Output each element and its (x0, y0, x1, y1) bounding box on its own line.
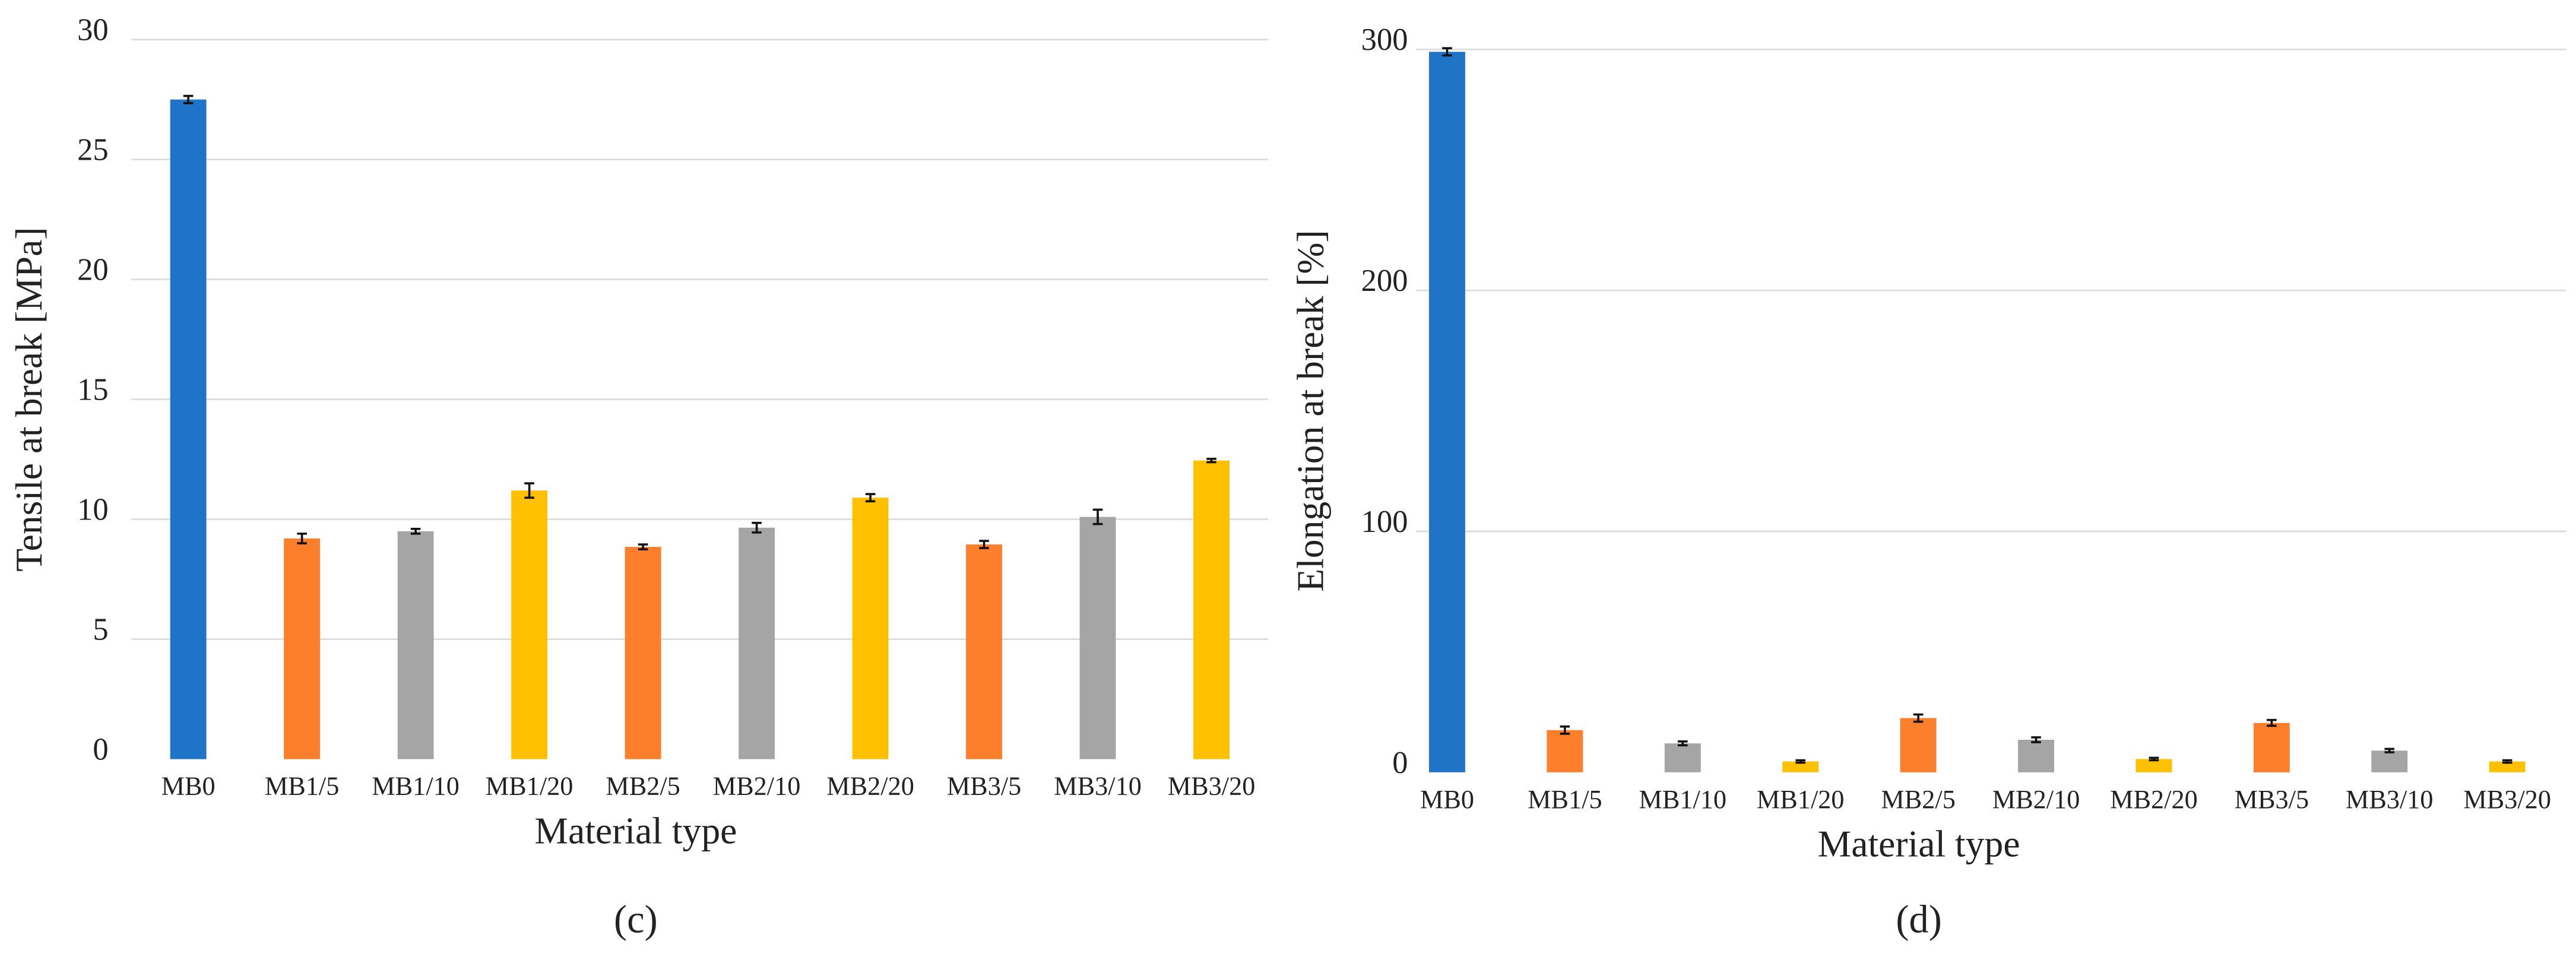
bar (1900, 718, 1937, 772)
bar (1547, 730, 1583, 772)
bar (966, 544, 1003, 759)
error-bar (1560, 725, 1570, 735)
error-bar (1442, 47, 1452, 57)
y-tick-label: 25 (77, 133, 109, 167)
bar (625, 547, 661, 759)
x-tick-label: MB1/10 (372, 772, 460, 801)
y-tick-label: 5 (93, 613, 108, 647)
error-bar (1913, 713, 1924, 723)
error-bar (638, 543, 648, 550)
error-bar (2502, 759, 2512, 764)
bar (1664, 743, 1701, 772)
y-tick-label: 15 (77, 373, 109, 407)
bar (852, 498, 889, 759)
x-tick-label: MB1/20 (486, 772, 573, 801)
bar (1429, 52, 1465, 772)
error-bar (1092, 508, 1103, 525)
error-bar (2031, 736, 2041, 743)
bar (170, 99, 207, 759)
x-axis-title: Material type (534, 810, 737, 852)
x-tick-label: MB1/5 (265, 772, 339, 801)
y-tick-label: 0 (93, 733, 108, 767)
y-tick-label: 300 (1361, 23, 1408, 57)
panel-label: (c) (614, 898, 658, 942)
bar (2135, 759, 2172, 772)
bar (1193, 460, 1230, 759)
x-tick-label: MB2/10 (1992, 785, 2080, 814)
x-tick-label: MB3/10 (2346, 785, 2434, 814)
y-axis-title: Tensile at break [MPa] (8, 227, 50, 571)
y-axis-title: Elongation at break [%] (1289, 230, 1331, 592)
bar (511, 490, 548, 759)
error-bar (752, 521, 762, 534)
x-tick-label: MB0 (1420, 785, 1474, 814)
y-tick-label: 200 (1361, 264, 1408, 298)
x-tick-label: MB3/10 (1054, 772, 1142, 801)
y-tick-label: 100 (1361, 505, 1408, 539)
bar (2253, 723, 2290, 772)
bar (2371, 750, 2408, 772)
error-bar (979, 540, 989, 549)
bar (397, 531, 434, 759)
error-bar (297, 533, 307, 544)
bar (2018, 740, 2054, 772)
bar (1782, 761, 1819, 772)
error-bar (865, 493, 876, 503)
error-bar (524, 482, 534, 499)
x-tick-label: MB0 (161, 772, 216, 801)
error-bar (2384, 747, 2395, 753)
bar (284, 538, 321, 759)
error-bar (1678, 740, 1688, 747)
x-tick-label: MB1/5 (1528, 785, 1602, 814)
error-bar (183, 94, 194, 104)
error-bar (410, 528, 421, 535)
x-tick-label: MB3/5 (2235, 785, 2309, 814)
y-tick-label: 0 (1392, 746, 1408, 780)
error-bar (1795, 759, 1806, 764)
error-bar (2267, 718, 2277, 727)
x-tick-label: MB2/5 (606, 772, 680, 801)
y-tick-label: 30 (77, 13, 109, 47)
x-tick-label: MB2/20 (2110, 785, 2198, 814)
y-tick-label: 20 (77, 253, 109, 287)
x-tick-label: MB1/10 (1639, 785, 1727, 814)
panel-label: (d) (1896, 898, 1941, 942)
y-tick-label: 10 (77, 493, 109, 527)
bar (739, 527, 775, 759)
error-bar (1206, 458, 1216, 464)
x-tick-label: MB3/20 (2463, 785, 2551, 814)
x-axis-title: Material type (1818, 823, 2020, 865)
error-bar (2149, 756, 2159, 762)
x-tick-label: MB2/20 (826, 772, 914, 801)
bar (2489, 761, 2526, 772)
x-tick-label: MB3/20 (1168, 772, 1256, 801)
bar (1079, 517, 1116, 759)
x-tick-label: MB2/5 (1881, 785, 1955, 814)
x-tick-label: MB3/5 (947, 772, 1021, 801)
x-tick-label: MB1/20 (1757, 785, 1845, 814)
x-tick-label: MB2/10 (713, 772, 801, 801)
